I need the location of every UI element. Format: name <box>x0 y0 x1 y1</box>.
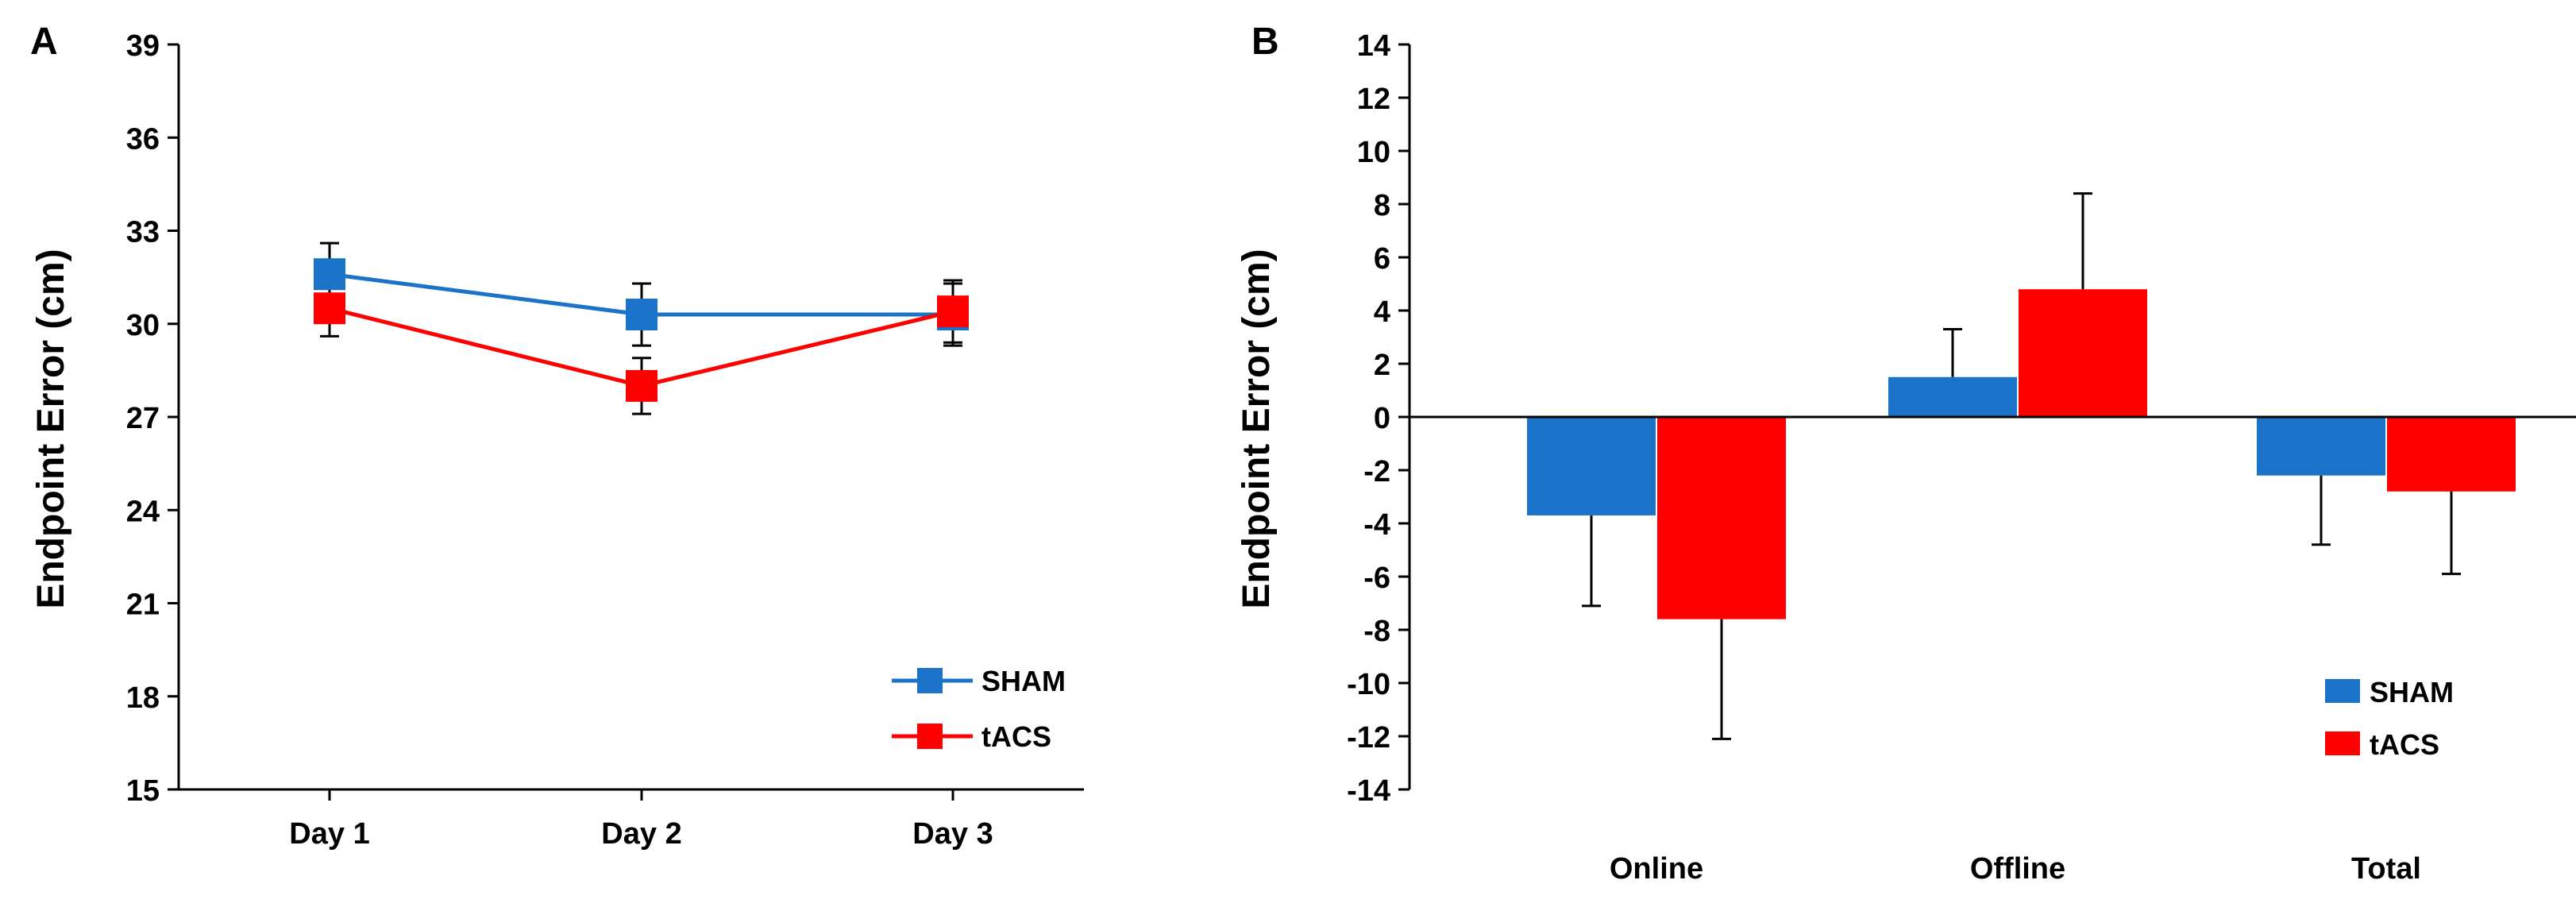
panel-b-bar-tacs-total <box>2387 417 2516 492</box>
panel-a-y-tick-label: 39 <box>126 29 160 63</box>
panel-b-error-bar-sham <box>1943 327 1962 377</box>
panel-b-y-tick-label: -6 <box>1363 562 1390 595</box>
panel-a-y-tick-label: 27 <box>126 402 160 435</box>
panel-a-y-tick-label: 21 <box>126 589 160 622</box>
panel-b-y-tick-label: 10 <box>1357 136 1390 169</box>
panel-a-legend: SHAM tACS <box>892 665 1066 753</box>
panel-a-y-tick-label: 36 <box>126 122 160 156</box>
panel-a-point-sham <box>314 258 345 291</box>
panel-b-letter: B <box>1251 21 1279 63</box>
panel-b-bar-tacs-offline <box>2019 289 2147 417</box>
panel-b-y-tick-label: -2 <box>1363 455 1390 488</box>
panel-a-y-tick-label: 18 <box>126 681 160 715</box>
panel-a-y-tick-label: 33 <box>126 216 160 249</box>
panel-a-point-tacs <box>314 292 345 325</box>
panel-a-y-tick-label: 15 <box>126 774 160 808</box>
legend-sham-marker <box>917 668 943 693</box>
legend-tacs-swatch <box>2325 731 2360 755</box>
panel-b-error-bar-tacs <box>2073 192 2092 290</box>
panel-b-x-tick-label-online: Online <box>1610 852 1703 886</box>
panel-b-y-tick-label: -8 <box>1363 615 1390 648</box>
panel-a-point-tacs <box>937 295 969 328</box>
panel-b-error-bar-tacs <box>2442 491 2461 576</box>
panel-a-point-tacs <box>626 369 657 402</box>
panel-b-y-tick-label: 2 <box>1374 349 1390 382</box>
panel-b-y-tick-label: -4 <box>1363 508 1390 542</box>
panel-b-bar-sham-total <box>2257 417 2385 476</box>
panel-b-bar-chart: B Endpoint Error (cm) -14 -12 -10 -8 -6 -4 -2 0… <box>1236 21 2576 886</box>
panel-b-error-bar-sham <box>1582 515 1601 608</box>
panel-b-y-tick-label: 4 <box>1374 295 1390 329</box>
legend-tacs-label: tACS <box>981 720 1051 753</box>
panel-b-y-tick-label: 0 <box>1374 402 1390 435</box>
panel-b-y-axis-title: Endpoint Error (cm) <box>1236 249 1278 608</box>
panel-a-point-sham <box>626 299 657 331</box>
panel-a-y-tick-label: 30 <box>126 309 160 342</box>
panel-b-y-tick-label: -12 <box>1347 721 1390 755</box>
panel-b-y-tick-label: 6 <box>1374 242 1390 276</box>
panel-b-legend: SHAM tACS <box>2325 676 2454 761</box>
panel-a-x-tick-label-day-3: Day 3 <box>912 817 993 851</box>
panel-a-x-tick-label-day-2: Day 2 <box>601 817 681 851</box>
panel-b-error-bar-sham <box>2312 475 2331 546</box>
panel-a-line-chart: A Endpoint Error (cm) 15 18 21 24 27 30 33 36 39… <box>30 21 1084 851</box>
panel-b-bar-sham-offline <box>1888 376 2017 417</box>
panel-a-y-tick-label: 24 <box>126 495 160 528</box>
panel-a-letter: A <box>30 21 58 63</box>
panel-b-y-tick-label: -10 <box>1347 668 1390 701</box>
legend-sham-swatch <box>2325 679 2360 703</box>
panel-b-y-tick-label: -14 <box>1347 774 1390 808</box>
panel-b-x-tick-label-offline: Offline <box>1970 852 2065 886</box>
legend-sham-label: SHAM <box>981 665 1066 697</box>
panel-a-y-axis-title: Endpoint Error (cm) <box>30 249 72 608</box>
panel-b-bar-tacs-online <box>1657 417 1786 619</box>
panel-b-error-bar-tacs <box>1712 619 1731 740</box>
panel-b-x-tick-label-total: Total <box>2351 852 2421 886</box>
legend-tacs-label: tACS <box>2370 728 2439 761</box>
panel-b-y-tick-label: 8 <box>1374 189 1390 222</box>
legend-sham-label: SHAM <box>2370 676 2454 708</box>
panel-b-y-tick-label: 14 <box>1357 29 1390 63</box>
legend-tacs-marker <box>917 724 943 749</box>
panel-b-bar-sham-online <box>1527 417 1656 515</box>
panel-a-x-tick-label-day-1: Day 1 <box>289 817 369 851</box>
panel-b-y-tick-label: 12 <box>1357 83 1390 116</box>
